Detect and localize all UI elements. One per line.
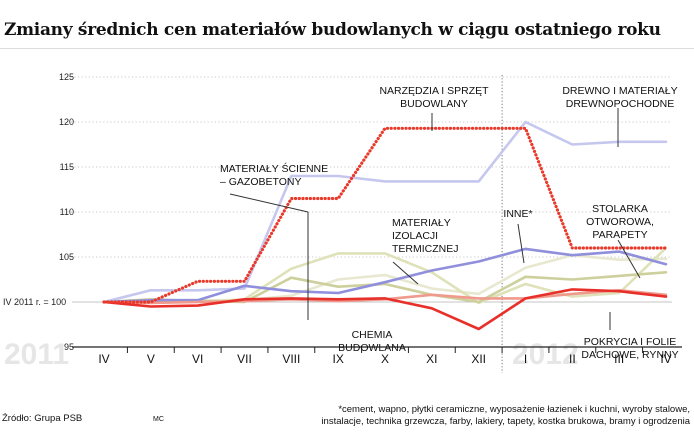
series-line-6 xyxy=(102,288,668,331)
x-tick-label-IX: IX xyxy=(332,352,343,366)
title-rule xyxy=(0,48,694,49)
series-label-line: CHEMIA xyxy=(352,329,393,341)
series-line-0 xyxy=(102,126,668,304)
x-tick-label-I: I xyxy=(524,352,527,366)
x-tick-label-VI: VI xyxy=(192,352,203,366)
series-label-5: STOLARKA OTWOROWA, PARAPETY xyxy=(586,203,654,241)
series-label-line: MATERIAŁY ŚCIENNE xyxy=(220,162,328,175)
series-line-4 xyxy=(102,247,668,304)
x-tick-label-XI: XI xyxy=(426,352,437,366)
footnote-line-1: instalacje, technika grzewcza, farby, la… xyxy=(321,416,690,427)
series-label-1: DREWNO I MATERIAŁY DREWNOPOCHODNE xyxy=(562,85,677,110)
series-label-line: DREWNO I MATERIAŁY xyxy=(562,85,677,97)
series-label-6: CHEMIA BUDOWLANA xyxy=(338,329,406,354)
series-label-line: POKRYCIA I FOLIE xyxy=(584,336,677,348)
leader-line xyxy=(229,193,309,213)
leader-line xyxy=(392,261,419,285)
series-label-7: POKRYCIA I FOLIE DACHOWE, RYNNY xyxy=(581,336,678,361)
series-line-1 xyxy=(102,120,668,304)
series-label-line: MATERIAŁY xyxy=(392,217,451,229)
series-label-0: NARZĘDZIA I SPRZĘT BUDOWLANY xyxy=(379,85,489,110)
series-label-line: INNE* xyxy=(503,208,532,220)
y-tick-label-120: 120 xyxy=(59,117,74,127)
x-tick-label-V: V xyxy=(147,352,155,366)
series-label-line: DREWNOPOCHODNE xyxy=(566,98,675,110)
series-label-line: TERMICZNEJ xyxy=(392,243,459,255)
series-label-line: IZOLACJI xyxy=(392,230,438,242)
y-tick-label-105: 105 xyxy=(59,252,74,262)
y-tick-label-95: 95 xyxy=(64,342,74,352)
y-tick-label-110: 110 xyxy=(60,207,74,217)
series-label-line: STOLARKA xyxy=(592,203,648,215)
leader-line xyxy=(517,223,525,264)
series-label-line: BUDOWLANY xyxy=(400,98,468,110)
credit-mark: MC xyxy=(153,416,164,423)
footnote-line-0: *cement, wapno, płytki ceramiczne, wypos… xyxy=(338,404,690,415)
leader-line xyxy=(617,239,641,279)
y-tick-label-115: 115 xyxy=(60,162,74,172)
series-label-4: INNE* xyxy=(503,208,532,220)
chart-title: Zmiany średnich cen materiałów budowlany… xyxy=(4,20,661,40)
series-label-2: MATERIAŁY ŚCIENNE – GAZOBETONY xyxy=(220,162,328,188)
baseline-label: IV 2011 r. = 100 xyxy=(3,297,66,307)
x-tick-label-III: III xyxy=(614,352,624,366)
series-label-line: – GAZOBETONY xyxy=(220,176,302,188)
x-tick-label-IV: IV xyxy=(660,352,671,366)
series-label-3: MATERIAŁY IZOLACJI TERMICZNEJ xyxy=(392,217,459,255)
series-label-line: OTWOROWA, xyxy=(586,216,654,228)
x-tick-label-VII: VII xyxy=(237,352,252,366)
series-label-line: NARZĘDZIA I SPRZĘT xyxy=(379,85,489,97)
x-tick-label-XII: XII xyxy=(471,352,486,366)
x-tick-label-II: II xyxy=(569,352,576,366)
x-tick-label-X: X xyxy=(381,352,389,366)
x-tick-label-IV: IV xyxy=(98,352,109,366)
year-label-2012: 2012 xyxy=(512,338,579,371)
series-label-line: BUDOWLANA xyxy=(338,342,406,354)
source-note: Źródło: Grupa PSB xyxy=(2,413,82,424)
series-label-line: PARAPETY xyxy=(592,229,647,241)
x-tick-label-VIII: VIII xyxy=(282,352,300,366)
year-label-2011: 2011 xyxy=(4,338,69,371)
series-label-line: DACHOWE, RYNNY xyxy=(581,349,678,361)
y-tick-label-125: 125 xyxy=(59,72,74,82)
